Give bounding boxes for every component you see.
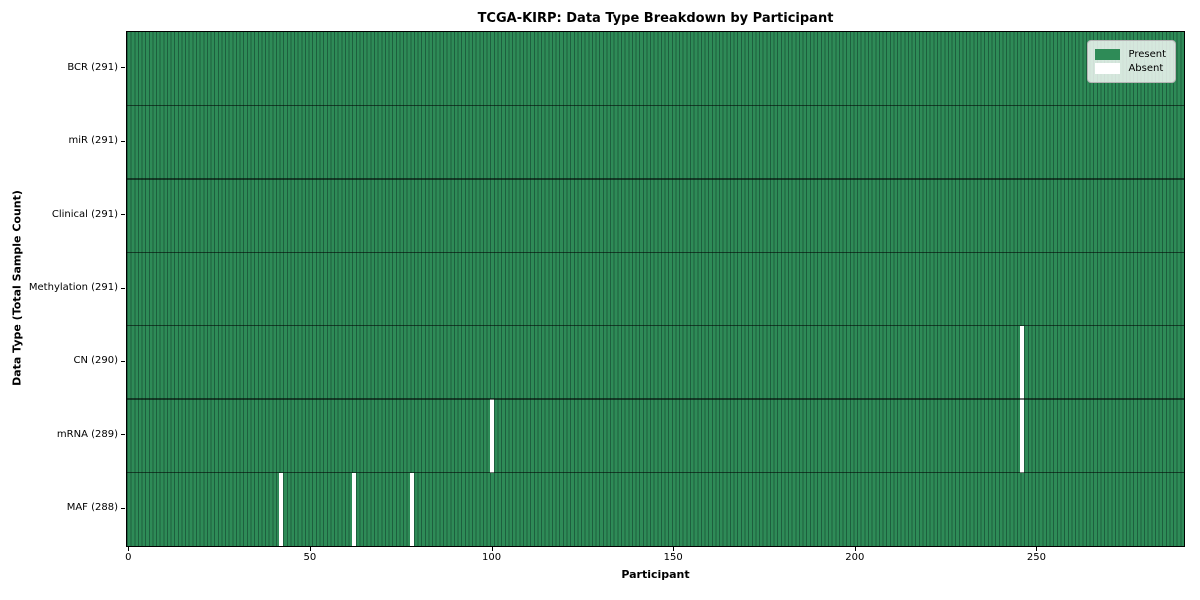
x-tick-mark (854, 546, 856, 551)
y-tick-label-CN: CN (290) (73, 355, 118, 367)
x-tick-label-200: 200 (845, 552, 865, 563)
y-tick-mark (121, 287, 125, 289)
absent-gap-MAF-78 (410, 472, 415, 546)
row-separator (127, 471, 1184, 474)
row-separator (127, 325, 1184, 327)
y-tick-label-MAF: MAF (288) (66, 502, 118, 514)
absent-gap-CN-246 (1020, 325, 1025, 400)
row-separator (127, 398, 1184, 400)
x-tick-mark (491, 546, 493, 551)
y-tick-label-BCR: BCR (291) (67, 61, 118, 73)
y-tick-mark (121, 67, 125, 69)
x-axis-label: Participant (621, 568, 690, 581)
y-tick-mark (121, 434, 125, 436)
x-tick-label-0: 0 (125, 552, 132, 563)
legend-swatch-absent (1095, 63, 1121, 74)
legend: Present Absent (1087, 40, 1176, 83)
y-tick-mark (121, 507, 125, 509)
y-tick-label-mRNA: mRNA (289) (56, 428, 118, 440)
row-separator (127, 251, 1184, 253)
x-tick-mark (673, 546, 675, 551)
x-tick-mark (309, 546, 311, 551)
y-tick-mark (121, 360, 125, 362)
row-separator (127, 104, 1184, 107)
x-tick-label-150: 150 (663, 552, 683, 563)
plot-area: Present Absent (126, 31, 1185, 547)
chart-title: TCGA-KIRP: Data Type Breakdown by Partic… (477, 11, 834, 26)
absent-gap-MAF-62 (352, 472, 357, 546)
absent-gap-MAF-42 (279, 472, 284, 546)
legend-label-absent: Absent (1128, 63, 1164, 74)
x-tick-label-50: 50 (303, 552, 317, 563)
row-separator (127, 178, 1184, 180)
legend-item-absent: Absent (1095, 63, 1166, 74)
x-tick-label-250: 250 (1026, 552, 1046, 563)
x-tick-mark (128, 546, 130, 551)
y-tick-mark (121, 214, 125, 216)
absent-gap-mRNA-100 (490, 399, 495, 473)
legend-label-present: Present (1128, 49, 1166, 60)
legend-swatch-present (1095, 49, 1121, 60)
y-tick-label-Clinical: Clinical (291) (51, 208, 118, 220)
y-tick-mark (121, 140, 125, 142)
y-tick-label-Methylation: Methylation (291) (28, 282, 118, 293)
x-tick-label-100: 100 (481, 552, 502, 563)
absent-gap-mRNA-246 (1020, 399, 1025, 473)
legend-item-present: Present (1095, 49, 1166, 60)
x-tick-mark (1036, 546, 1038, 551)
y-tick-label-miR: miR (291) (68, 135, 118, 147)
